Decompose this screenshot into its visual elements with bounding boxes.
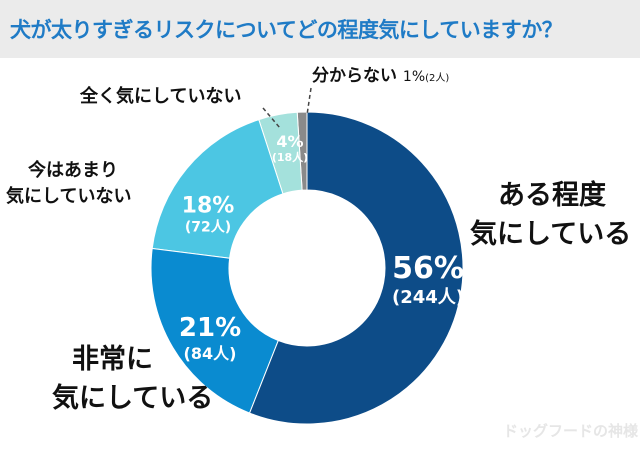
slice-label-very: 21% (84人) (179, 313, 241, 363)
count-label: (72人) (184, 219, 232, 236)
percent-label: 21% (178, 312, 242, 343)
label-unknown: 分からない 1%(2人) (312, 64, 449, 89)
leader-line-unknown (306, 87, 312, 116)
label-line: ある程度 (498, 180, 606, 211)
percent-label: 56% (392, 251, 464, 287)
label-line: 気にしている (470, 219, 632, 251)
count-label: (244人) (391, 287, 465, 309)
label-line: 今はあまり (28, 160, 118, 181)
label-not-at-all: 全く気にしていない (80, 86, 242, 107)
donut-slice-0 (248, 111, 464, 425)
title-bar (0, 0, 640, 58)
percent-label: 4% (276, 131, 304, 151)
label-not-much: 今はあまり気にしていない (6, 158, 131, 210)
slice-label-not-at-all: 4% (18人) (272, 132, 308, 164)
donut-slice-3 (258, 111, 303, 195)
leader-line-not-at-all (262, 107, 281, 129)
slice-label-somewhat: 56% (244人) (392, 251, 464, 309)
slice-label-not-much: 18% (72人) (182, 193, 235, 236)
count-label: (18人) (271, 151, 309, 164)
label-line: 分からない (312, 66, 397, 86)
count-label: (84人) (183, 344, 237, 363)
donut-slice-1 (150, 247, 279, 414)
count-label: (2人) (425, 73, 450, 84)
watermark-logo: ドッグフードの神様 (503, 422, 639, 440)
label-line: 気にしている (52, 383, 214, 415)
chart-title: 犬が太りすぎるリスクについてどの程度気にしていますか？ (10, 18, 563, 42)
label-line: 気にしていない (6, 186, 132, 208)
percent-label: 1% (402, 69, 426, 85)
percent-label: 18% (181, 193, 235, 219)
donut-slice-2 (151, 119, 284, 259)
label-line: 非常に (72, 344, 153, 375)
label-somewhat: ある程度気にしている (470, 176, 631, 254)
label-very: 非常に気にしている (52, 340, 213, 418)
